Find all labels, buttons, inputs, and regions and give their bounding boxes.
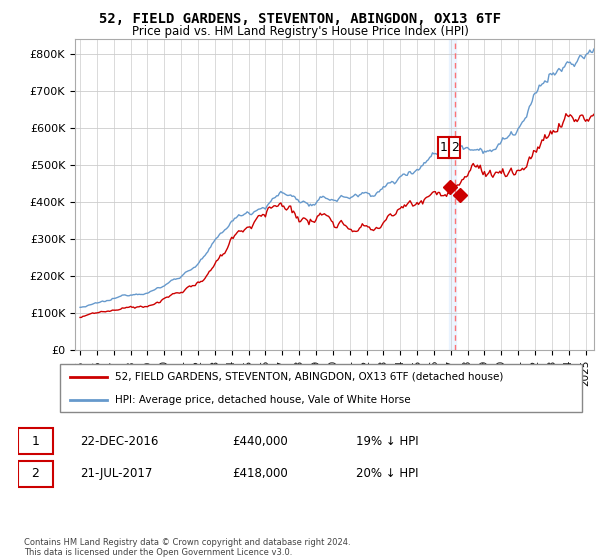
Text: 20% ↓ HPI: 20% ↓ HPI [356,467,419,480]
FancyBboxPatch shape [439,137,460,157]
Text: 52, FIELD GARDENS, STEVENTON, ABINGDON, OX13 6TF: 52, FIELD GARDENS, STEVENTON, ABINGDON, … [99,12,501,26]
FancyBboxPatch shape [18,428,53,454]
Text: 1: 1 [32,435,40,448]
Text: Price paid vs. HM Land Registry's House Price Index (HPI): Price paid vs. HM Land Registry's House … [131,25,469,38]
Text: £418,000: £418,000 [232,467,288,480]
Text: 19% ↓ HPI: 19% ↓ HPI [356,435,419,448]
FancyBboxPatch shape [60,364,582,412]
Text: 2: 2 [451,141,459,154]
Text: £440,000: £440,000 [232,435,288,448]
Text: HPI: Average price, detached house, Vale of White Horse: HPI: Average price, detached house, Vale… [115,395,410,405]
Text: 21-JUL-2017: 21-JUL-2017 [80,467,152,480]
Text: 2: 2 [32,467,40,480]
Text: 52, FIELD GARDENS, STEVENTON, ABINGDON, OX13 6TF (detached house): 52, FIELD GARDENS, STEVENTON, ABINGDON, … [115,372,503,382]
Text: 22-DEC-2016: 22-DEC-2016 [80,435,158,448]
Text: Contains HM Land Registry data © Crown copyright and database right 2024.
This d: Contains HM Land Registry data © Crown c… [24,538,350,557]
FancyBboxPatch shape [18,461,53,487]
Text: 1: 1 [440,141,448,154]
Bar [449,39,456,350]
